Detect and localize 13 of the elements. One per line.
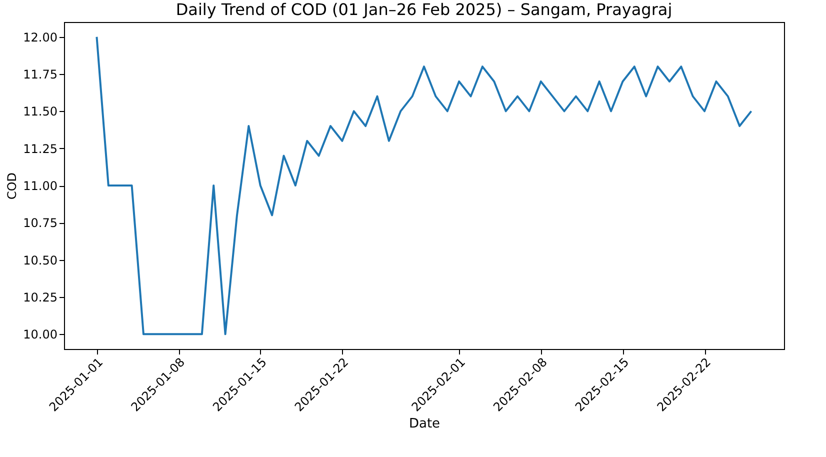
y-tick-label: 11.25 [23, 142, 58, 156]
y-tick-label: 10.00 [23, 328, 58, 342]
line-series [96, 36, 752, 336]
x-axis-title: Date [408, 416, 440, 432]
chart-title: Daily Trend of COD (01 Jan–26 Feb 2025) – Sangam, Prayagraj [176, 0, 672, 19]
y-axis-title: COD [5, 172, 20, 200]
y-tick-label: 11.50 [23, 104, 58, 119]
y-tick-label: 11.00 [23, 179, 58, 193]
y-tick-label: 10.25 [23, 290, 58, 304]
y-tick-label: 11.75 [23, 68, 58, 82]
y-tick-label: 10.75 [23, 216, 58, 230]
y-tick-label: 10.50 [23, 253, 58, 268]
y-tick-label: 12.00 [23, 30, 58, 44]
